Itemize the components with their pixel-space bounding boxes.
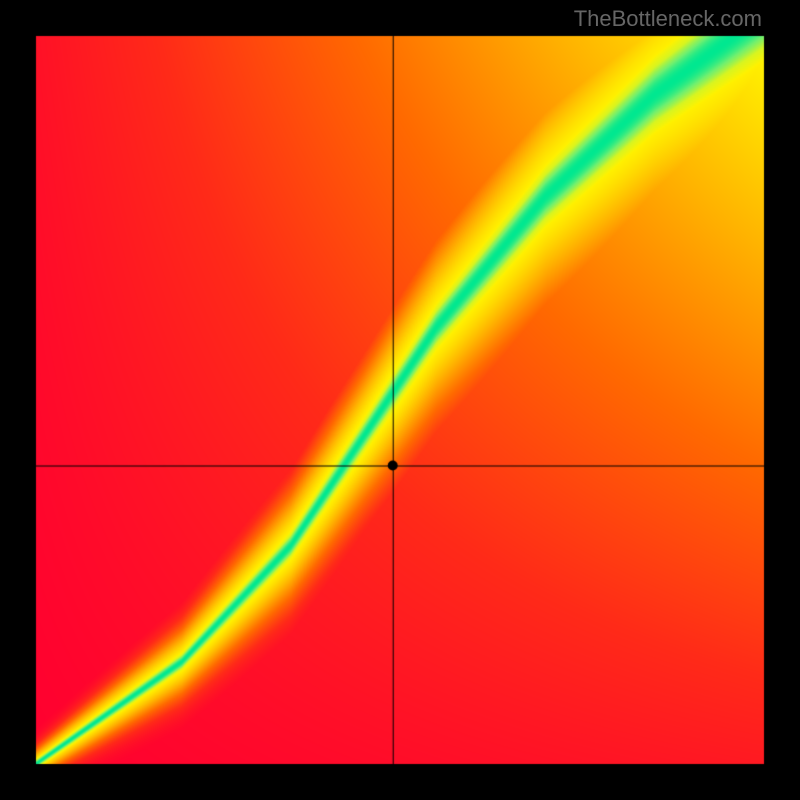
watermark-text: TheBottleneck.com — [574, 6, 762, 32]
bottleneck-heatmap — [0, 0, 800, 800]
chart-container: TheBottleneck.com — [0, 0, 800, 800]
